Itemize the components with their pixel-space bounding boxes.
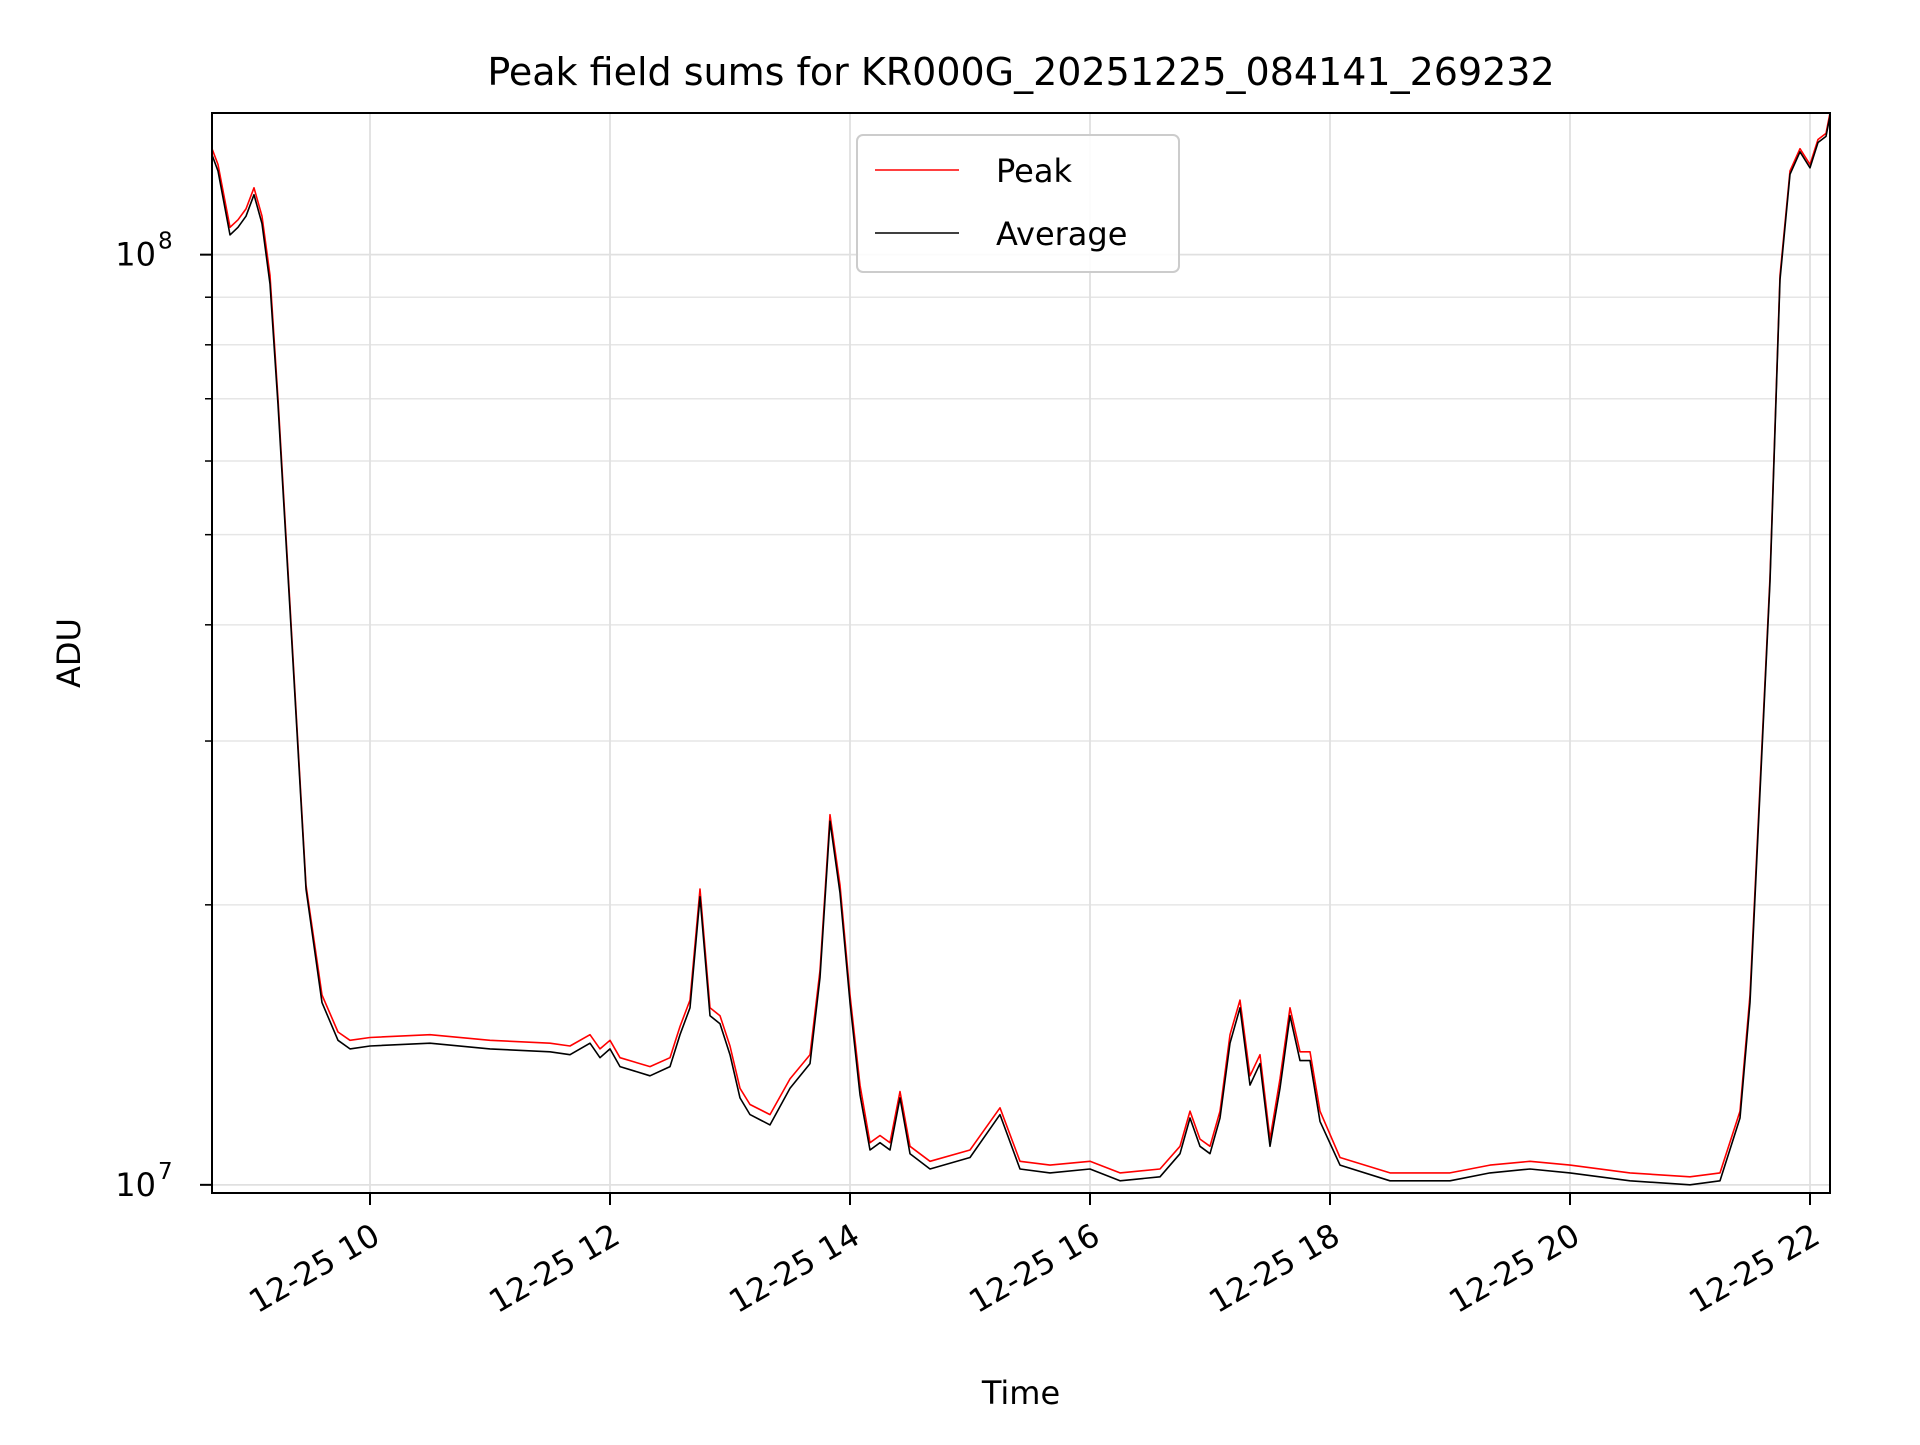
- legend-label: Average: [996, 215, 1127, 253]
- x-tick-label: 12-25 20: [1442, 1216, 1586, 1321]
- x-tick-label: 12-25 10: [242, 1216, 386, 1321]
- y-tick-label: 10: [115, 236, 156, 274]
- legend: Peak Average: [856, 134, 1180, 273]
- x-axis-label: Time: [981, 1374, 1060, 1412]
- plot-frame: [211, 112, 1831, 1194]
- x-tick-label: 12-25 14: [722, 1216, 866, 1321]
- x-tick-label: 12-25 22: [1682, 1216, 1826, 1321]
- legend-label: Peak: [996, 152, 1072, 190]
- x-tick-label: 12-25 16: [962, 1216, 1106, 1321]
- x-tick-label: 12-25 12: [482, 1216, 626, 1321]
- chart-title: Peak field sums for KR000G_20251225_0841…: [487, 50, 1554, 94]
- major-gridlines: [212, 113, 1830, 1193]
- series-line-peak: [211, 112, 1831, 1178]
- y-tick-label-exponent: 8: [158, 229, 173, 255]
- minor-gridlines: [212, 296, 1830, 906]
- y-tick-label-exponent: 7: [158, 1159, 173, 1185]
- series-layer: [211, 112, 1831, 1186]
- y-tick-label: 10: [115, 1166, 156, 1204]
- y-axis-label: ADU: [50, 618, 88, 688]
- x-tick-label: 12-25 18: [1202, 1216, 1346, 1321]
- series-line-average: [211, 115, 1831, 1186]
